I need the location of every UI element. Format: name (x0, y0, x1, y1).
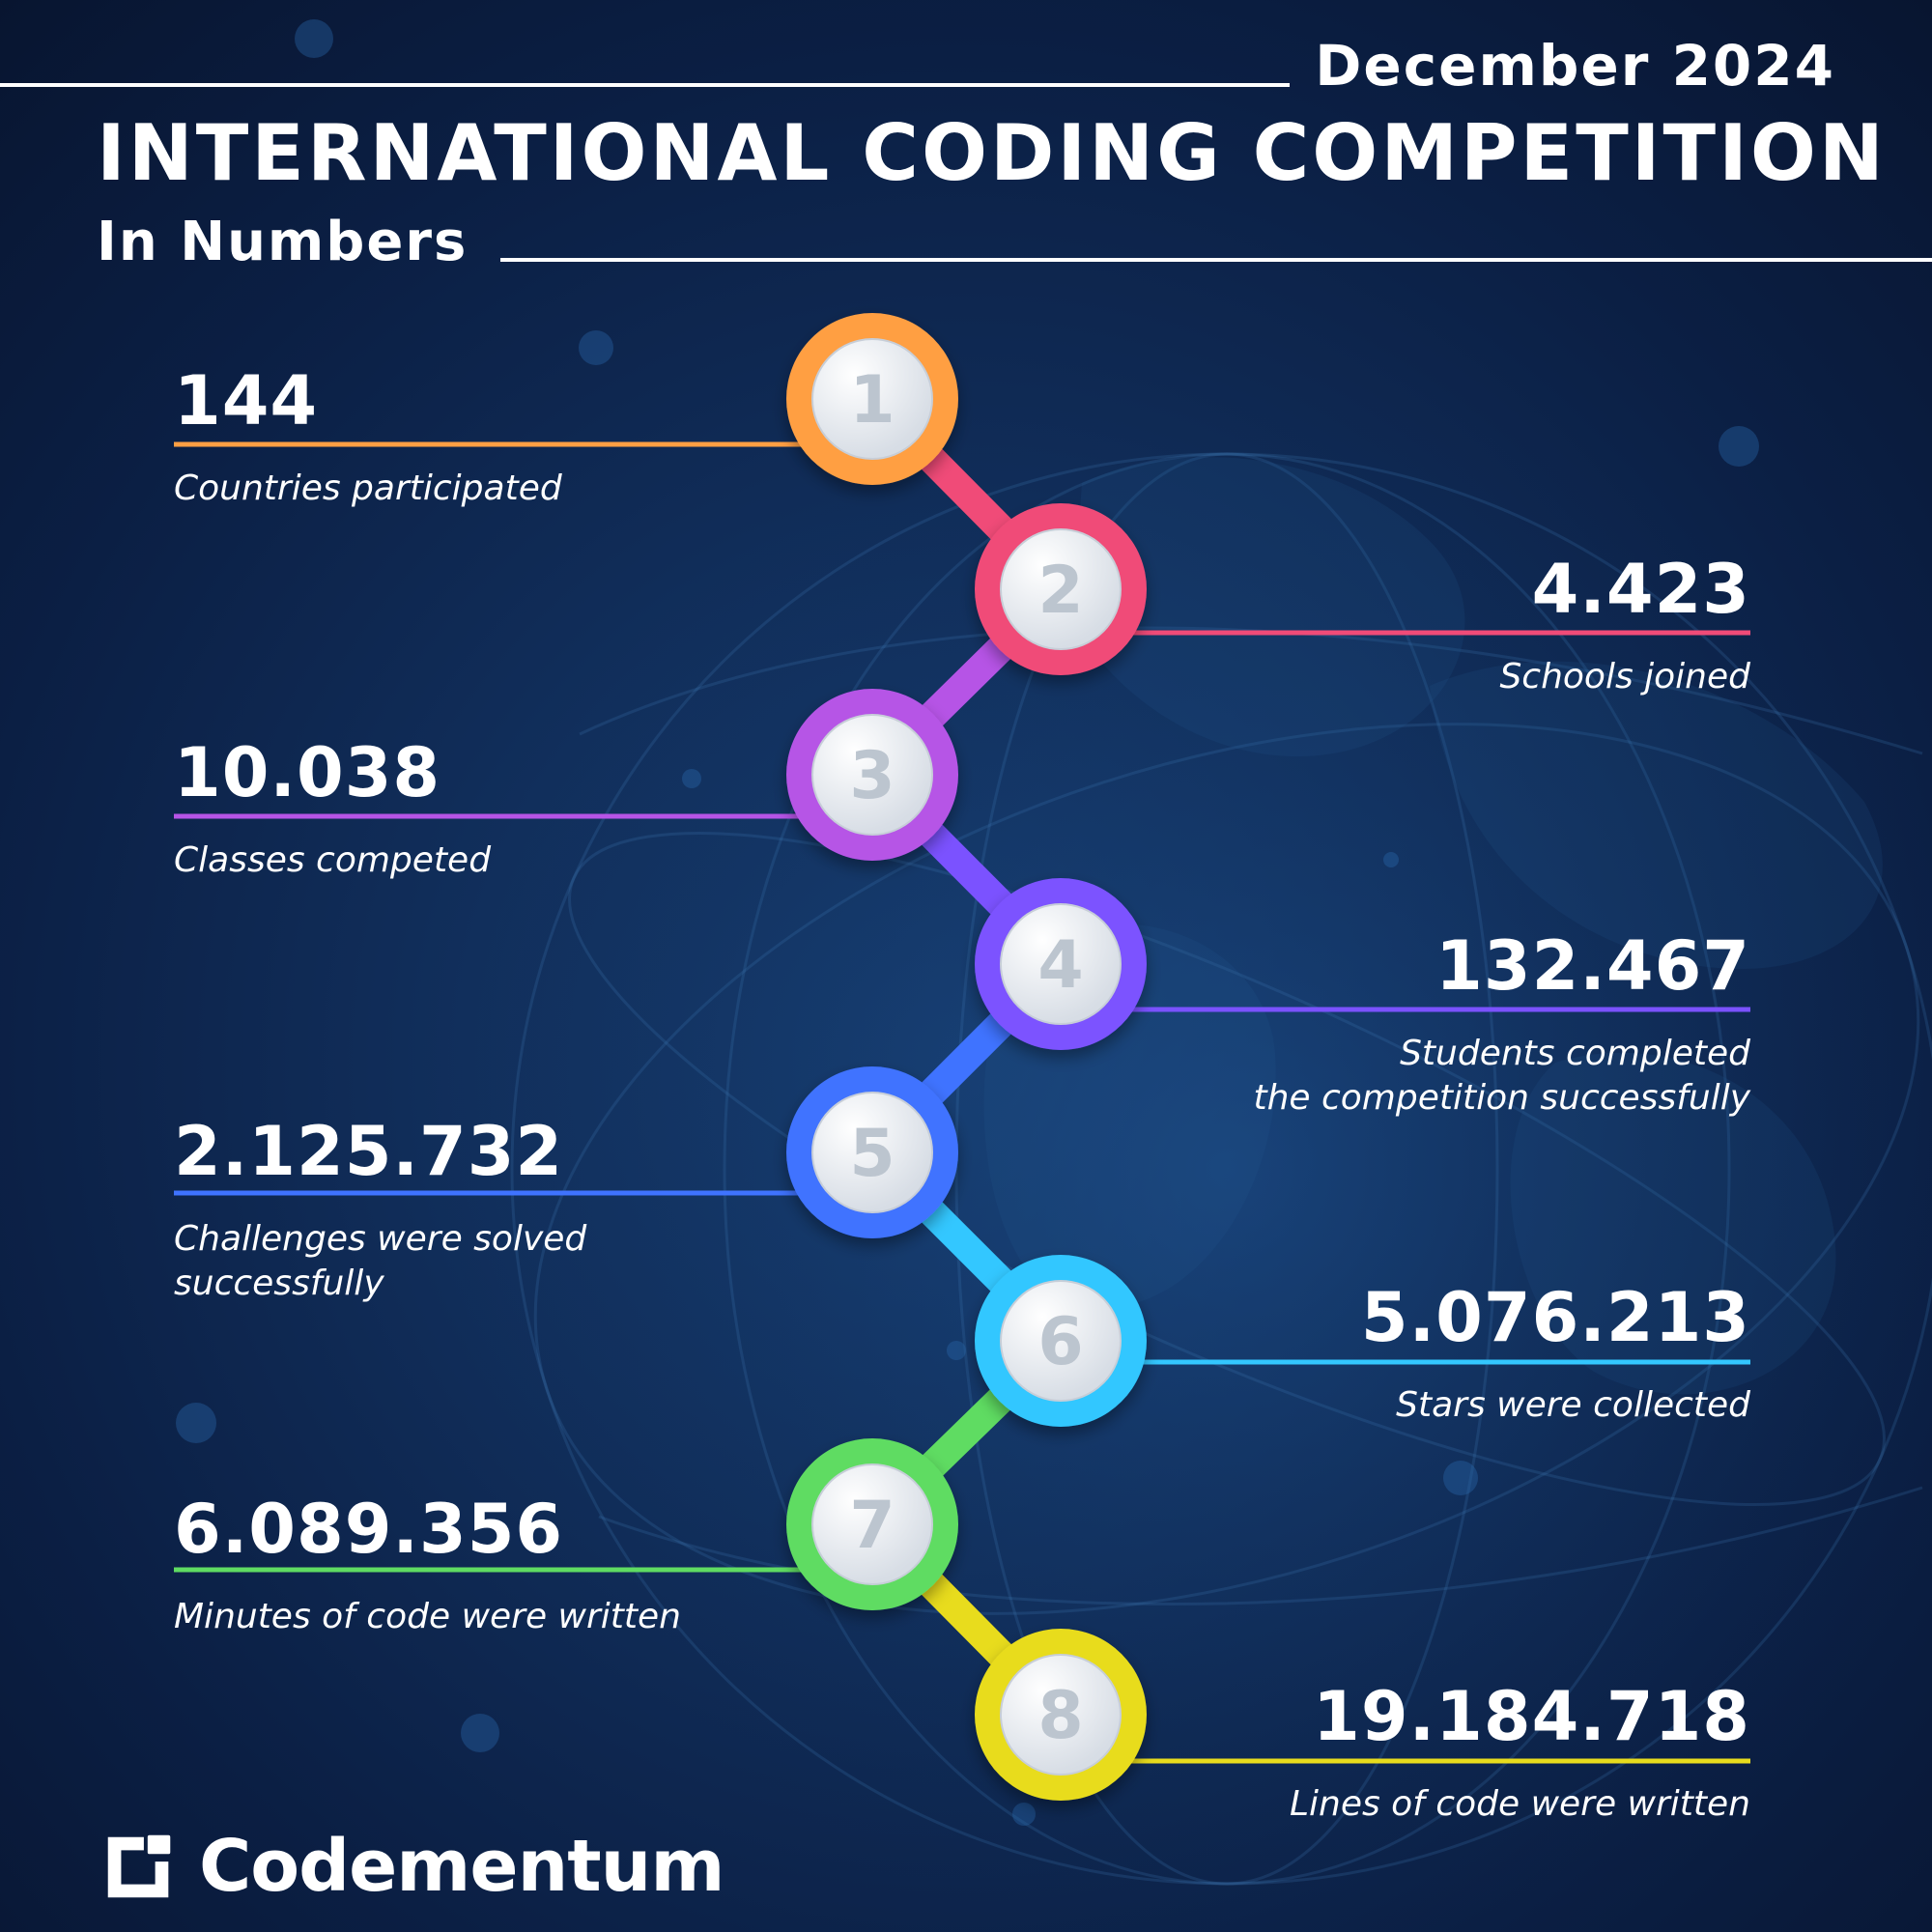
stat-description: Stars were collected (1396, 1385, 1750, 1425)
stat-description: Students completed the competition succe… (1253, 1034, 1750, 1118)
step-disc (1000, 528, 1122, 650)
page-title: INTERNATIONAL CODING COMPETITION (97, 108, 1887, 198)
step-number: 2 (1037, 553, 1083, 629)
header-rule-top (0, 83, 1290, 87)
step-disc (811, 714, 933, 836)
step-number: 3 (849, 738, 895, 814)
stat-description: Schools joined (1499, 657, 1750, 696)
brand-logo: Codementum (97, 1824, 724, 1909)
stat-value: 4.423 (1531, 550, 1750, 629)
step-disc (811, 1463, 933, 1585)
step-number: 1 (849, 362, 895, 439)
stat-classes: 10.038 Classes competed (174, 739, 491, 883)
step-disc (1000, 1654, 1122, 1776)
step-number: 4 (1037, 927, 1083, 1004)
codementum-logo-icon (107, 1834, 171, 1898)
header-rule-bottom (500, 258, 1932, 262)
step-number: 8 (1037, 1678, 1083, 1754)
stat-schools: 4.423 Schools joined (1499, 555, 1750, 699)
stat-value: 19.184.718 (1313, 1677, 1750, 1756)
stat-stars: 5.076.213 Stars were collected (1361, 1284, 1750, 1428)
stat-value: 2.125.732 (174, 1112, 564, 1191)
stat-value: 6.089.356 (174, 1490, 564, 1569)
step-number: 5 (849, 1116, 895, 1192)
step-disc (1000, 1280, 1122, 1402)
stat-value: 5.076.213 (1360, 1278, 1750, 1357)
stat-challenges: 2.125.732 Challenges were solved success… (174, 1118, 586, 1306)
stat-value: 144 (174, 361, 319, 440)
step-disc (1000, 903, 1122, 1025)
stat-description: Countries participated (174, 469, 562, 508)
stat-value: 10.038 (174, 733, 441, 812)
stat-description: Classes competed (174, 840, 492, 880)
step-disc (811, 1092, 933, 1213)
stat-minutes: 6.089.356 Minutes of code were written (174, 1495, 681, 1639)
date-label: December 2024 (1315, 33, 1835, 99)
step-disc (811, 338, 933, 460)
stat-value: 132.467 (1435, 926, 1750, 1006)
brand-name: Codementum (199, 1825, 724, 1908)
stat-description: Challenges were solved successfully (174, 1219, 587, 1303)
step-number: 6 (1037, 1304, 1083, 1380)
stat-students: 132.467 Students completed the competiti… (1253, 932, 1750, 1121)
page-subtitle: In Numbers (97, 211, 469, 273)
stat-countries: 144 Countries participated (174, 367, 562, 511)
step-number: 7 (849, 1488, 895, 1564)
stat-description: Lines of code were written (1289, 1784, 1750, 1824)
stat-description: Minutes of code were written (174, 1597, 681, 1636)
stat-lines: 19.184.718 Lines of code were written (1290, 1683, 1750, 1827)
